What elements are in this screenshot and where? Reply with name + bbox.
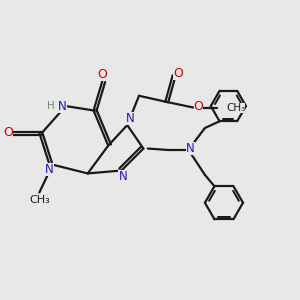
- Text: N: N: [45, 164, 54, 176]
- Text: N: N: [186, 142, 195, 155]
- Text: O: O: [3, 126, 13, 139]
- Text: H: H: [46, 101, 54, 111]
- Text: N: N: [126, 112, 135, 125]
- Text: CH₃: CH₃: [29, 195, 50, 205]
- Text: O: O: [173, 67, 183, 80]
- Text: N: N: [118, 170, 127, 184]
- Text: O: O: [98, 68, 107, 81]
- Text: N: N: [58, 100, 67, 112]
- Text: O: O: [194, 100, 203, 112]
- Text: CH₃: CH₃: [226, 103, 245, 112]
